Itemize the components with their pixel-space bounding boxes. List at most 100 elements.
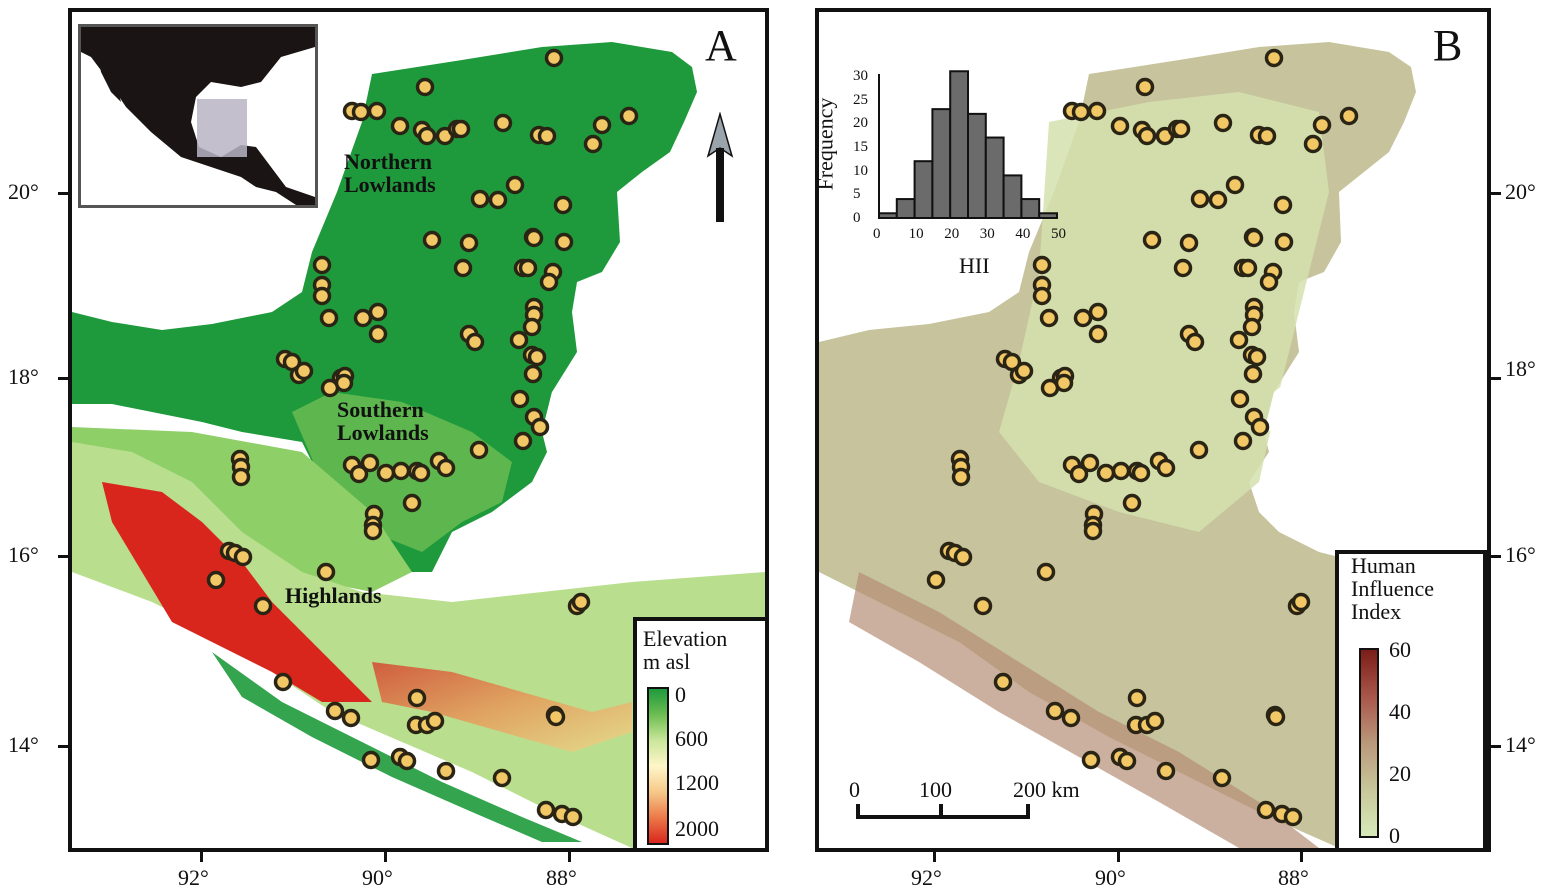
scale-tick-100 [939,804,943,819]
hii-map-canvas [819,42,1487,848]
histogram-y-tick-label: 30 [853,68,868,84]
lon-tick-a-88 [568,850,571,862]
panel-a-site-marker [368,302,388,322]
panel-b-site-marker [1088,302,1108,322]
lon-label-b-92: 92° [911,865,942,890]
panel-a-site-marker [376,463,396,483]
elevation-value-1200: 1200 [675,770,719,795]
elevation-legend-title: Elevation m asl [643,627,727,673]
panel-a-site-marker [351,102,371,122]
panel-a-site-marker [367,101,387,121]
archaeological-sites-a [206,48,639,827]
panel-a-site-marker [349,464,369,484]
histogram-x-tick-label: 20 [944,226,960,242]
panel-a-site-marker [530,417,550,437]
histogram-bar [949,70,969,220]
panel-a-site-marker [422,230,442,250]
panel-b-site-marker [1081,750,1101,770]
inset-map-canvas [81,27,315,205]
lat-label-left-16: 16° [8,542,39,567]
hii-value-20: 20 [1389,761,1411,786]
panel-b-site-marker [1039,308,1059,328]
histogram-bar [913,160,934,219]
elevation-legend-title-line1: Elevation [643,626,728,651]
north-arrow-icon [706,112,734,222]
histogram-y-tick-label: 0 [853,210,861,226]
histogram-x-tick-label: 30 [979,226,995,242]
panel-a-site-marker [527,347,547,367]
panel-b-site-marker [1036,562,1056,582]
region-southern-line2: Lowlands [337,420,429,445]
panel-b-site-marker [1045,701,1065,721]
scale-tick-0 [856,804,860,819]
panel-b-site-marker [1156,761,1176,781]
panel-b-site-marker [951,467,971,487]
elevation-legend-title-line2: m asl [643,649,691,674]
panel-a-site-marker [523,364,543,384]
elevation-legend: Elevation m asl 0 600 1200 2000 [633,617,765,848]
panel-b-site-marker [1257,126,1277,146]
panel-a-site-marker [583,134,603,154]
hii-value-60: 60 [1389,637,1411,662]
panel-a-site-marker [554,232,574,252]
panel-b-site-marker [1179,233,1199,253]
elevation-value-2000: 2000 [675,816,719,841]
panel-b-letter: B [1433,21,1463,70]
elevation-value-600: 600 [675,726,708,751]
hii-color-bar [1359,648,1379,838]
region-label-highlands: Highlands [285,583,382,608]
panel-a-site-marker [518,258,538,278]
panel-a-site-marker [592,115,612,135]
panel-b-site-marker [1247,347,1267,367]
histogram-bar [895,198,916,219]
histogram-bar [931,108,952,220]
panel-b-site-marker [1096,463,1116,483]
scale-bar [856,815,1030,819]
panel-a-site-marker [488,190,508,210]
panel-a-site-marker [397,751,417,771]
hii-legend-title-line3: Index [1351,599,1402,624]
panel-a-site-marker [505,175,525,195]
archaeological-sites-b [926,48,1359,827]
lat-tick-left-14 [58,745,70,748]
panel-a-site-marker [470,189,490,209]
region-northern-line2: Lowlands [344,172,436,197]
panel-a-site-marker [334,373,354,393]
panel-b-site-marker [1225,175,1245,195]
panel-a-site-marker [361,750,381,770]
panel-a-site-marker [417,126,437,146]
lat-tick-right-18 [1489,377,1501,380]
lat-tick-left-20 [58,192,70,195]
panel-b-site-marker [1032,286,1052,306]
panel-b-site-marker [1122,493,1142,513]
panel-b-site-marker [1110,116,1130,136]
panel-a-site-marker [294,361,314,381]
hii-high-south [849,572,1319,848]
panel-b-site-marker [1312,115,1332,135]
panel-a-site-marker [316,562,336,582]
panel-a-site-marker [231,467,251,487]
panel-b-site-marker [1244,228,1264,248]
panel-b-site-marker [1273,195,1293,215]
panel-b-site-marker [1137,126,1157,146]
panel-b-site-marker [1233,431,1253,451]
inset-north-america [81,27,315,205]
panel-a-site-marker [402,493,422,513]
panel-a-site-marker [233,547,253,567]
panel-b-site-marker [1069,464,1089,484]
histogram-x-tick-label: 40 [1015,226,1031,242]
histogram-bar [967,112,987,219]
panel-b-site-marker [1087,101,1107,121]
region-northern-line1: Northern [344,149,432,174]
hii-value-0: 0 [1389,823,1400,848]
panel-b-site-marker [1135,77,1155,97]
panel-b-site-marker [1131,463,1151,483]
lat-label-right-16: 16° [1505,542,1536,567]
panel-b-site-marker [1190,189,1210,209]
panel-b-site-marker [1213,113,1233,133]
lon-tick-b-90 [1117,850,1120,862]
panel-a-site-marker [341,708,361,728]
lat-tick-left-18 [58,377,70,380]
histogram-bars [878,70,1058,220]
scale-tick-200 [1026,804,1030,819]
